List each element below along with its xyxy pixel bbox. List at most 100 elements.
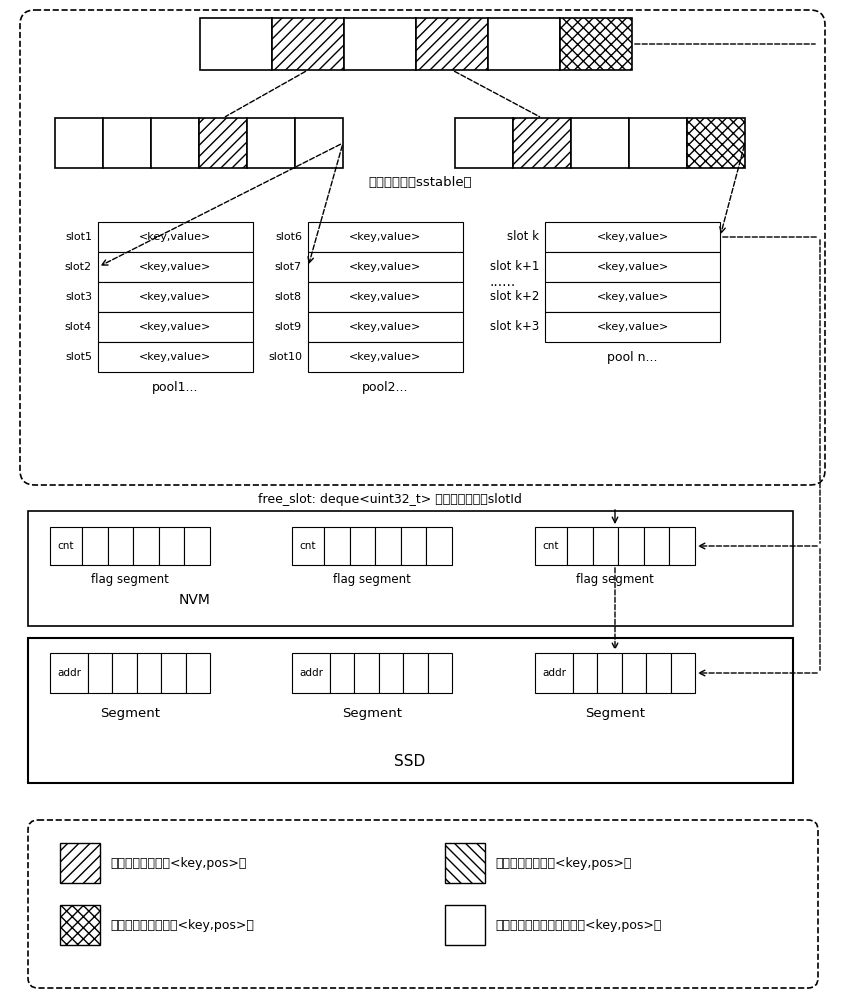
Bar	[295, 118, 343, 168]
Bar	[98, 342, 253, 372]
Bar	[618, 527, 644, 565]
Bar	[455, 118, 513, 168]
Bar	[113, 653, 137, 693]
Bar	[571, 118, 629, 168]
Bar	[545, 252, 720, 282]
Text: flag segment: flag segment	[576, 572, 654, 585]
Bar	[28, 638, 793, 783]
Bar	[445, 905, 485, 945]
Bar	[426, 527, 452, 565]
Bar	[622, 653, 646, 693]
Text: cnt: cnt	[543, 541, 559, 551]
Bar	[308, 252, 463, 282]
Text: <key,value>: <key,value>	[140, 322, 212, 332]
Bar	[428, 653, 452, 693]
Bar	[687, 118, 745, 168]
Bar	[573, 653, 597, 693]
Bar	[98, 282, 253, 312]
Bar	[350, 527, 375, 565]
Bar	[344, 18, 416, 70]
Bar	[200, 18, 272, 70]
Bar	[545, 222, 720, 252]
Text: addr: addr	[57, 668, 81, 678]
Text: 合并时选中的sstable表: 合并时选中的sstable表	[368, 176, 472, 190]
Text: slot10: slot10	[268, 352, 302, 362]
Text: Segment: Segment	[342, 706, 402, 720]
Text: slot4: slot4	[65, 322, 92, 332]
Bar	[308, 282, 463, 312]
Bar	[137, 653, 161, 693]
Text: 合并时更新后的新<key,pos>对: 合并时更新后的新<key,pos>对	[110, 856, 246, 869]
Text: slot3: slot3	[65, 292, 92, 302]
Text: <key,value>: <key,value>	[349, 232, 422, 242]
Text: <key,value>: <key,value>	[596, 292, 668, 302]
Text: Segment: Segment	[100, 706, 160, 720]
Text: slot k: slot k	[507, 231, 539, 243]
Bar	[82, 527, 108, 565]
Text: pool2...: pool2...	[363, 381, 409, 394]
Text: slot8: slot8	[275, 292, 302, 302]
Text: flag segment: flag segment	[91, 572, 169, 585]
Bar	[199, 118, 247, 168]
Bar	[161, 653, 185, 693]
Bar	[545, 282, 720, 312]
Text: NVM: NVM	[179, 593, 211, 607]
Text: pool1...: pool1...	[152, 381, 199, 394]
Text: pool n...: pool n...	[607, 352, 658, 364]
Bar	[98, 312, 253, 342]
Text: <key,value>: <key,value>	[349, 322, 422, 332]
Text: free_slot: deque<uint32_t> 用来保存空闲的slotId: free_slot: deque<uint32_t> 用来保存空闲的slotId	[258, 493, 522, 506]
Text: <key,value>: <key,value>	[140, 262, 212, 272]
Bar	[308, 222, 463, 252]
Text: <key,value>: <key,value>	[349, 292, 422, 302]
Text: 合并操作时没有更新和删除<key,pos>对: 合并操作时没有更新和删除<key,pos>对	[495, 918, 662, 932]
Bar	[103, 118, 151, 168]
Bar	[593, 527, 618, 565]
Text: ......: ......	[490, 275, 516, 289]
Text: slot7: slot7	[275, 262, 302, 272]
Text: <key,value>: <key,value>	[349, 352, 422, 362]
Text: addr: addr	[299, 668, 323, 678]
Text: slot k+2: slot k+2	[490, 290, 539, 304]
Bar	[567, 527, 593, 565]
Text: slot2: slot2	[65, 262, 92, 272]
Bar	[535, 653, 573, 693]
Text: slot k+3: slot k+3	[490, 320, 539, 334]
Text: SSD: SSD	[395, 754, 426, 770]
Bar	[513, 118, 571, 168]
Bar	[272, 18, 344, 70]
Bar	[545, 312, 720, 342]
Bar	[98, 222, 253, 252]
Text: slot9: slot9	[275, 322, 302, 332]
Bar	[28, 511, 793, 626]
Bar	[50, 527, 82, 565]
Text: <key,value>: <key,value>	[596, 232, 668, 242]
Bar	[324, 527, 350, 565]
Bar	[669, 527, 695, 565]
Bar	[50, 653, 88, 693]
Text: 合并时已经被删除的<key,pos>对: 合并时已经被删除的<key,pos>对	[110, 918, 254, 932]
Text: <key,value>: <key,value>	[596, 262, 668, 272]
Bar	[60, 843, 100, 883]
Text: <key,value>: <key,value>	[596, 322, 668, 332]
Bar	[292, 527, 324, 565]
Bar	[158, 527, 185, 565]
Bar	[403, 653, 428, 693]
Bar	[488, 18, 560, 70]
Bar	[60, 905, 100, 945]
Bar	[98, 252, 253, 282]
Bar	[133, 527, 158, 565]
Bar	[88, 653, 113, 693]
Bar	[560, 18, 632, 70]
Bar	[375, 527, 401, 565]
Bar	[247, 118, 295, 168]
Bar	[354, 653, 379, 693]
Text: <key,value>: <key,value>	[140, 352, 212, 362]
Bar	[597, 653, 622, 693]
Bar	[308, 342, 463, 372]
Bar	[185, 527, 210, 565]
Bar	[646, 653, 671, 693]
Text: <key,value>: <key,value>	[140, 232, 212, 242]
Bar	[292, 653, 330, 693]
Bar	[108, 527, 133, 565]
